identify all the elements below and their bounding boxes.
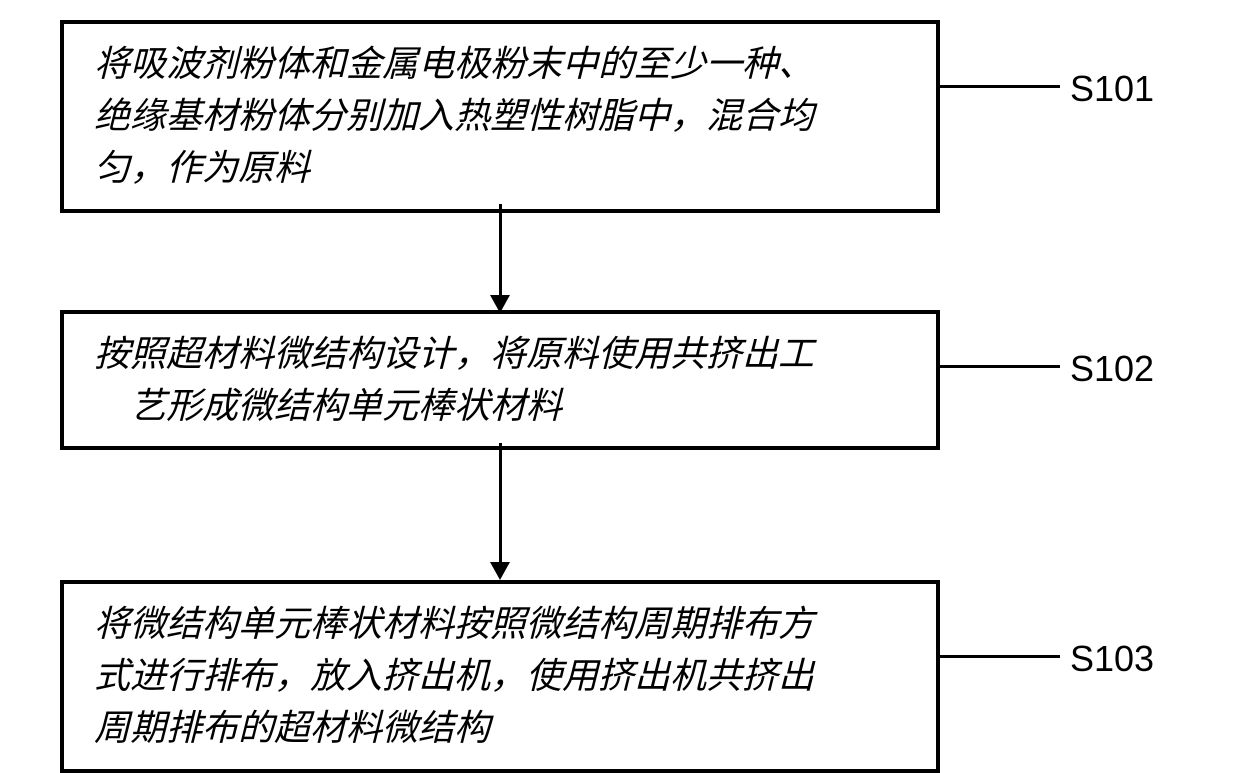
- step-label-3: S103: [1070, 638, 1154, 680]
- box-1-line-3: 匀，作为原料: [94, 148, 310, 188]
- flow-box-3: 将微结构单元棒状材料按照微结构周期排布方 式进行排布，放入挤出机，使用挤出机共挤…: [60, 580, 940, 773]
- label-connector-1: [940, 85, 1060, 88]
- box-1-line-2: 绝缘基材粉体分别加入热塑性树脂中，混合均: [94, 96, 814, 136]
- arrow-head-2: [490, 562, 510, 580]
- flow-box-2: 按照超材料微结构设计，将原料使用共挤出工 艺形成微结构单元棒状材料: [60, 310, 940, 450]
- box-3-text: 将微结构单元棒状材料按照微结构周期排布方 式进行排布，放入挤出机，使用挤出机共挤…: [94, 598, 906, 755]
- box-1-text: 将吸波剂粉体和金属电极粉末中的至少一种、 绝缘基材粉体分别加入热塑性树脂中，混合…: [94, 38, 906, 195]
- box-3-line-1: 将微结构单元棒状材料按照微结构周期排布方: [94, 604, 814, 644]
- arrow-line-2: [499, 443, 502, 568]
- step-label-2: S102: [1070, 348, 1154, 390]
- box-3-line-3: 周期排布的超材料微结构: [94, 708, 490, 748]
- step-label-1: S101: [1070, 68, 1154, 110]
- box-2-line-2: 艺形成微结构单元棒状材料: [94, 386, 562, 426]
- label-connector-2: [940, 365, 1060, 368]
- arrow-line-1: [499, 204, 502, 302]
- label-connector-3: [940, 655, 1060, 658]
- flow-box-1: 将吸波剂粉体和金属电极粉末中的至少一种、 绝缘基材粉体分别加入热塑性树脂中，混合…: [60, 20, 940, 213]
- box-2-line-1: 按照超材料微结构设计，将原料使用共挤出工: [94, 334, 814, 374]
- box-3-line-2: 式进行排布，放入挤出机，使用挤出机共挤出: [94, 656, 814, 696]
- box-1-line-1: 将吸波剂粉体和金属电极粉末中的至少一种、: [94, 44, 814, 84]
- box-2-text: 按照超材料微结构设计，将原料使用共挤出工 艺形成微结构单元棒状材料: [94, 328, 906, 432]
